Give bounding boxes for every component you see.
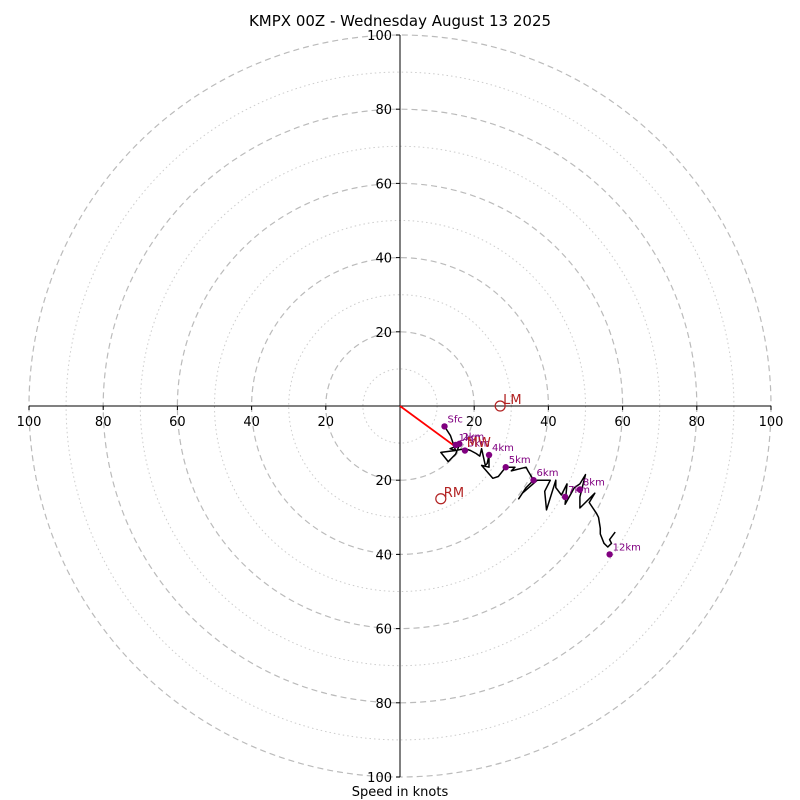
x-tick-label: 60	[169, 415, 186, 430]
y-tick-label: 20	[375, 326, 392, 341]
y-tick-label: 40	[375, 252, 392, 267]
height-marker-2km	[456, 440, 463, 448]
shear-vector	[399, 405, 457, 448]
height-label-8km: 8km	[583, 477, 605, 488]
storm-label-lm: LM	[503, 393, 521, 408]
height-marker-3km	[461, 447, 469, 454]
y-tick-label: 40	[375, 548, 392, 563]
x-tick-label: 40	[243, 415, 260, 430]
y-tick-label: 60	[375, 623, 392, 638]
height-marker-5km	[502, 464, 509, 471]
storm-marker-rm	[435, 493, 447, 505]
shear-line	[399, 405, 457, 448]
x-tick-label: 20	[318, 415, 335, 430]
height-label-4km: 4km	[492, 443, 514, 454]
height-markers: Sfc1km2km3km4km5km6km7km8km12km	[441, 414, 641, 558]
y-tick-label: 80	[375, 697, 392, 712]
x-tick-label: 20	[466, 415, 483, 430]
x-tick-label: 80	[689, 415, 706, 430]
height-marker-7km	[561, 493, 569, 501]
y-tick-label: 20	[375, 474, 392, 489]
x-tick-label: 40	[540, 415, 557, 430]
storm-marker-lm	[494, 400, 506, 412]
y-tick-label: 100	[367, 29, 392, 44]
height-marker-12km	[606, 551, 613, 558]
x-axis-label: Speed in knots	[352, 785, 449, 800]
height-marker-6km	[530, 477, 537, 484]
x-tick-label: 100	[759, 415, 784, 430]
storm-motion-markers: LM RM MW	[435, 393, 522, 505]
height-label-1km: 1km	[459, 433, 481, 444]
storm-label-rm: RM	[444, 486, 464, 501]
x-tick-label: 100	[17, 415, 42, 430]
height-label-3km: 3km	[468, 439, 490, 450]
y-tick-label: 100	[367, 771, 392, 786]
height-label-6km: 6km	[537, 468, 559, 479]
chart-title: KMPX 00Z - Wednesday August 13 2025	[249, 12, 551, 30]
height-label-5km: 5km	[509, 455, 531, 466]
x-tick-label: 80	[95, 415, 112, 430]
height-label-2km: 2km	[462, 432, 484, 443]
y-tick-label: 60	[375, 177, 392, 192]
tick-labels: 100 100 80 80 60 60 40 40 20 20 20 20 40 40 60 60 80 80 10…	[17, 29, 784, 786]
storm-label-mw: MW	[467, 436, 491, 451]
height-label-sfc: Sfc	[448, 414, 463, 425]
height-marker-4km	[485, 451, 493, 459]
x-tick-label: 60	[614, 415, 631, 430]
height-label-12km: 12km	[613, 542, 641, 553]
height-marker-sfc	[441, 423, 448, 430]
height-marker-8km	[576, 486, 584, 493]
y-tick-label: 80	[375, 103, 392, 118]
